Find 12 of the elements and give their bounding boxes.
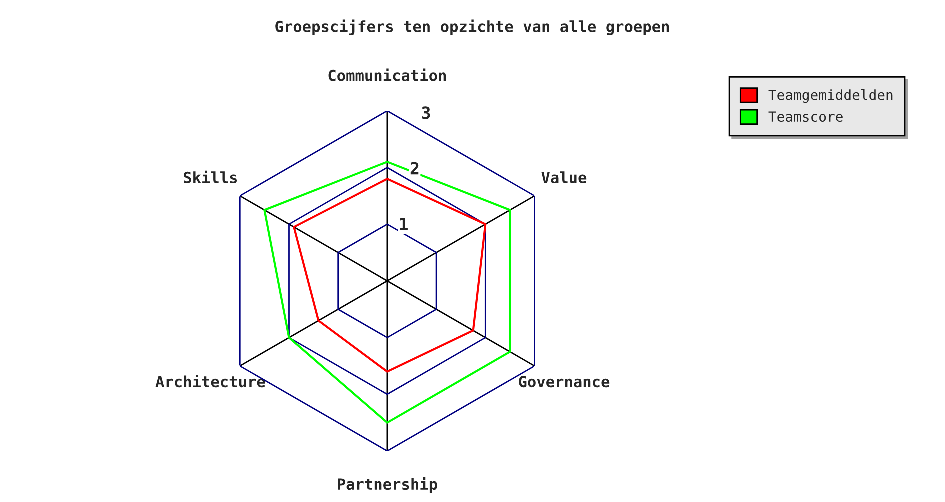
- y-tick-label: 2: [410, 162, 419, 175]
- legend-label: Teamgemiddelden: [768, 90, 893, 104]
- spoke-label: Value: [542, 172, 587, 184]
- spoke-label: Skills: [184, 170, 238, 184]
- spoke-label: Communication: [328, 68, 446, 82]
- y-tick-label: 3: [422, 106, 430, 120]
- spoke-label: Partnership: [338, 477, 438, 494]
- spoke-label: Governance: [519, 376, 610, 388]
- spoke-label: Architecture: [156, 374, 266, 388]
- legend-label: Teamscore: [768, 112, 843, 122]
- y-tick-label: 1: [400, 218, 408, 230]
- chart-title: Groepscijfers ten opzichte van alle groepen: [276, 20, 670, 36]
